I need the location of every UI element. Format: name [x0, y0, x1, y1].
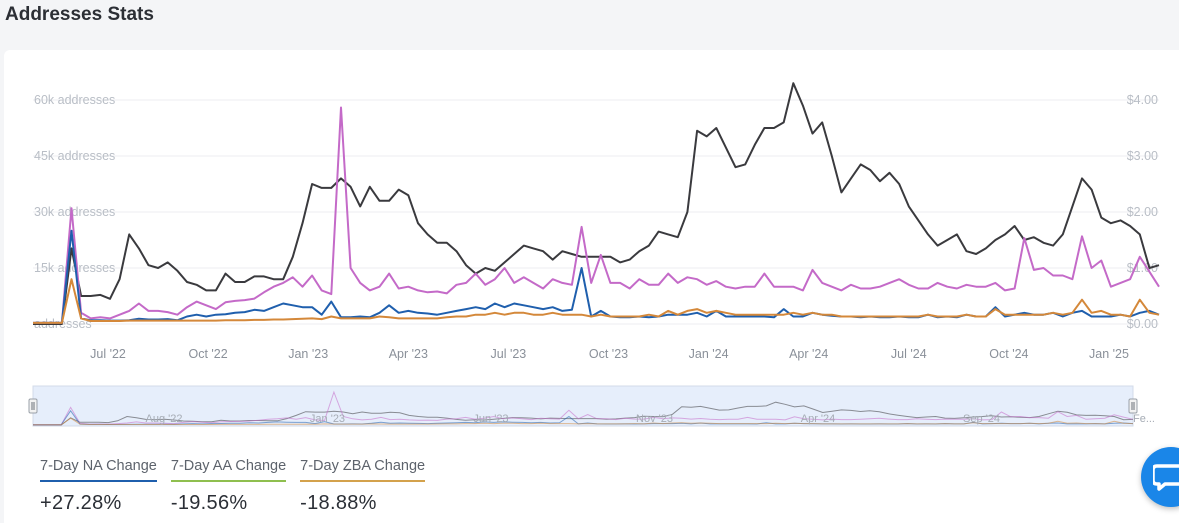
- page-title: Addresses Stats: [5, 4, 154, 25]
- navigator-label: Aug '22: [146, 413, 183, 425]
- right-axis-tick-label: $0.00: [1127, 317, 1158, 331]
- x-axis-tick-label: Jan '23: [288, 347, 328, 361]
- stat-value: -19.56%: [170, 492, 248, 514]
- right-axis-tick-label: $1.00: [1127, 261, 1158, 275]
- stat-zba-change: 7-Day ZBA Change -18.88%: [300, 458, 426, 515]
- chart-card: 60k addresses 45k addresses 30k addresses 1…: [4, 50, 1179, 523]
- x-axis-tick-label: Jan '24: [689, 347, 729, 361]
- navigator-labels: Aug '22 Jan '23 Jun '23 Nov '23 Apr '24 Sep '…: [146, 413, 1155, 425]
- stat-label: 7-Day ZBA Change: [300, 458, 426, 482]
- x-axis-tick-label: Apr '24: [789, 347, 828, 361]
- x-axis-tick-label: Oct '23: [589, 347, 628, 361]
- range-navigator[interactable]: Aug '22 Jan '23 Jun '23 Nov '23 Apr '24 Sep '…: [28, 385, 1155, 427]
- x-axis-tick-label: Jul '22: [90, 347, 126, 361]
- navigator-left-handle[interactable]: [28, 398, 38, 414]
- navigator-label: Apr '24: [801, 413, 836, 425]
- navigator-label: Fe...: [1133, 413, 1155, 425]
- x-axis-tick-label: Oct '24: [989, 347, 1028, 361]
- x-axis-tick-label: Apr '23: [389, 347, 428, 361]
- navigator-series-line: [33, 401, 1134, 426]
- navigator-series: [33, 390, 1134, 426]
- x-axis-tick-label: Oct '22: [188, 347, 227, 361]
- left-axis-tick-label: 60k addresses: [34, 93, 115, 107]
- stat-na-change: 7-Day NA Change +27.28%: [40, 458, 157, 515]
- left-axis-tick-label: 30k addresses: [34, 205, 115, 219]
- right-axis-tick-label: $4.00: [1127, 93, 1158, 107]
- navigator-series-line: [33, 417, 1134, 426]
- right-axis-tick-label: $3.00: [1127, 149, 1158, 163]
- navigator-label: Nov '23: [636, 413, 673, 425]
- x-axis-tick-label: Jan '25: [1089, 347, 1129, 361]
- series-line: [33, 82, 1160, 325]
- change-stats: 7-Day NA Change +27.28% 7-Day AA Change …: [40, 458, 426, 515]
- chat-bubble-icon: [1153, 464, 1179, 491]
- chart-gridlines: [33, 99, 1159, 325]
- series-lines: [33, 82, 1160, 325]
- stat-label: 7-Day AA Change: [170, 458, 287, 482]
- stat-aa-change: 7-Day AA Change -19.56%: [170, 458, 287, 515]
- series-line: [33, 106, 1160, 324]
- right-axis-labels: $4.00 $3.00 $2.00 $1.00 $0.00: [1127, 93, 1158, 331]
- navigator-label: Jan '23: [310, 413, 345, 425]
- stat-value: -18.88%: [300, 492, 377, 514]
- navigator-series-line: [33, 390, 1134, 426]
- navigator-label: Jun '23: [473, 413, 508, 425]
- x-axis-tick-label: Jul '23: [491, 347, 527, 361]
- stat-value: +27.28%: [40, 492, 122, 514]
- stat-label: 7-Day NA Change: [40, 458, 157, 482]
- navigator-label: Sep '24: [963, 413, 1000, 425]
- left-axis-tick-label: 45k addresses: [34, 149, 115, 163]
- x-axis-tick-label: Jul '24: [891, 347, 927, 361]
- x-axis-labels: Jul '22 Oct '22 Jan '23 Apr '23 Jul '23 Oct '…: [90, 347, 1129, 361]
- navigator-right-handle[interactable]: [1128, 398, 1138, 414]
- right-axis-tick-label: $2.00: [1127, 205, 1158, 219]
- series-line: [33, 278, 1160, 324]
